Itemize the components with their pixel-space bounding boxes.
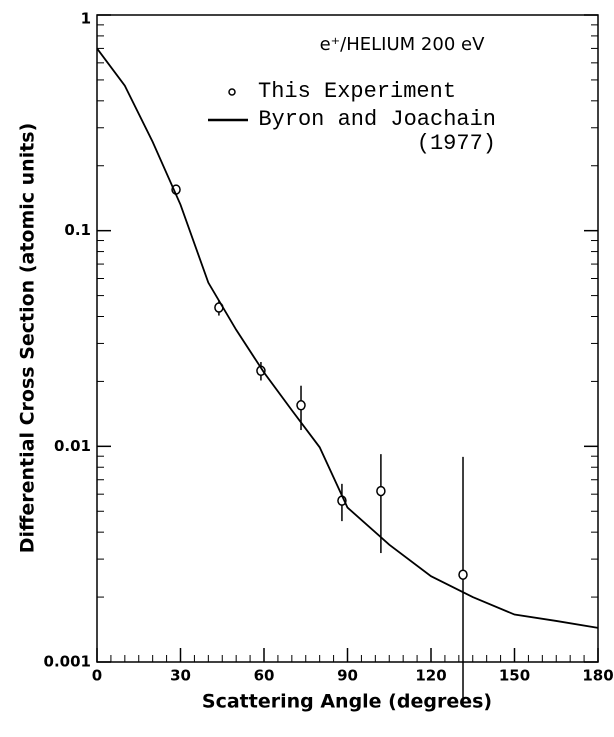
legend-marker-swatch xyxy=(228,88,236,96)
y-tick-label: 0.001 xyxy=(44,653,91,671)
x-tick-label: 120 xyxy=(415,667,446,685)
y-tick-label: 0.1 xyxy=(64,221,91,239)
data-point xyxy=(376,485,386,497)
legend-entry: Byron and Joachain (1977) xyxy=(258,107,496,156)
legend-entry: This Experiment xyxy=(258,79,457,104)
x-axis-label: Scattering Angle (degrees) xyxy=(202,691,492,713)
y-axis-label: Differential Cross Section (atomic units… xyxy=(17,123,39,554)
theory-line xyxy=(96,47,599,629)
annotation: e⁺/HELIUM 200 eV xyxy=(320,34,485,55)
y-tick-label: 1 xyxy=(81,10,91,28)
x-tick-label: 30 xyxy=(170,667,191,685)
x-tick-label: 180 xyxy=(582,667,613,685)
x-tick-label: 60 xyxy=(254,667,275,685)
x-tick-label: 90 xyxy=(337,667,358,685)
data-point xyxy=(296,400,306,411)
x-tick-label: 150 xyxy=(499,667,530,685)
y-tick-label: 0.01 xyxy=(54,437,91,455)
data-point xyxy=(458,569,468,580)
x-tick-label: 0 xyxy=(92,667,102,685)
